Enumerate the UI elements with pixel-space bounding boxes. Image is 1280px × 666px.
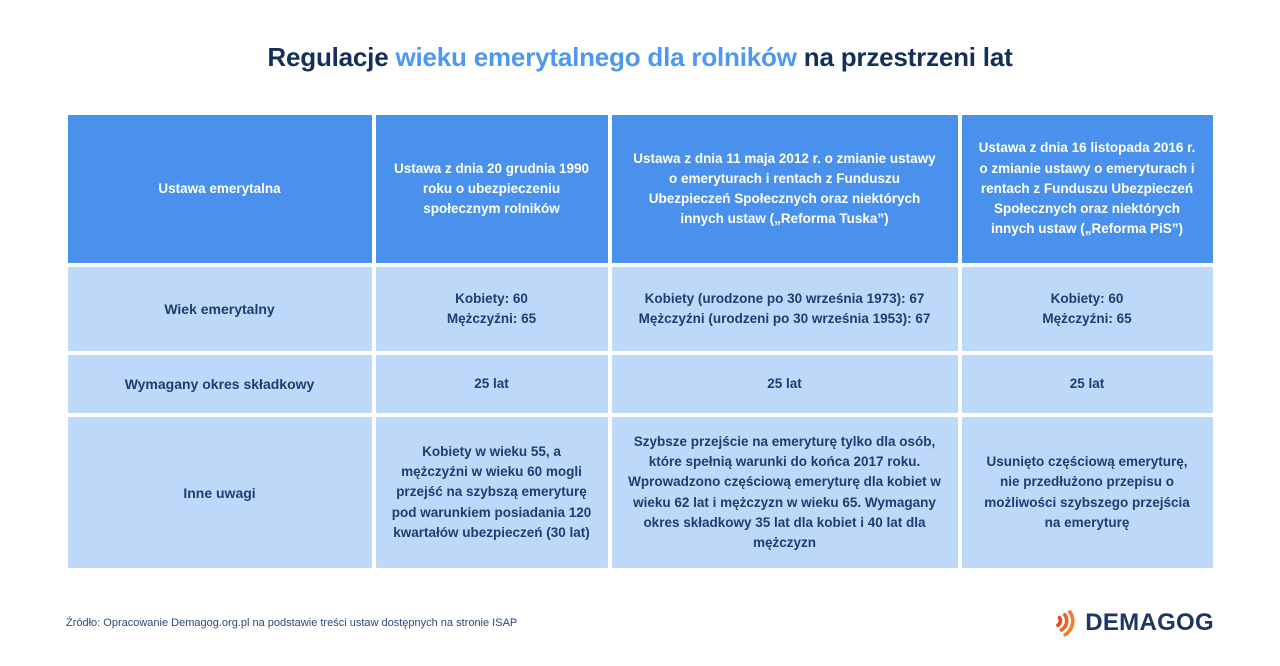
cell-uwagi-1990: Kobiety w wieku 55, a mężczyźni w wieku …	[375, 417, 608, 568]
title-part-dark-2: na przestrzeni lat	[796, 42, 1013, 72]
cell-okres-2016: 25 lat	[961, 355, 1213, 413]
row-label-inne-uwagi: Inne uwagi	[67, 417, 372, 568]
demagog-logo-text: DEMAGOG	[1085, 608, 1214, 636]
cell-uwagi-2016: Usunięto częściową emeryturę, nie przedł…	[961, 417, 1213, 568]
infographic-page: Regulacje wieku emerytalnego dla rolnikó…	[0, 42, 1280, 666]
demagog-sound-waves-icon	[1056, 610, 1075, 637]
cell-okres-1990: 25 lat	[375, 355, 608, 413]
pension-regulations-table: Ustawa emerytalna Ustawa z dnia 20 grudn…	[67, 115, 1213, 568]
title-part-dark-1: Regulacje	[267, 42, 389, 72]
cell-wiek-2012: Kobiety (urodzone po 30 września 1973): …	[611, 267, 958, 351]
row-label-okres-skladkowy: Wymagany okres składkowy	[67, 355, 372, 413]
cell-uwagi-2012: Szybsze przejście na emeryturę tylko dla…	[611, 417, 958, 568]
header-cell-ustawa-1990: Ustawa z dnia 20 grudnia 1990 roku o ube…	[375, 115, 608, 263]
source-note: Źródło: Opracowanie Demagog.org.pl na po…	[66, 616, 518, 629]
footer: Źródło: Opracowanie Demagog.org.pl na po…	[66, 608, 1214, 637]
row-label-wiek-emerytalny: Wiek emerytalny	[67, 267, 372, 351]
cell-wiek-1990: Kobiety: 60 Mężczyźni: 65	[375, 267, 608, 351]
header-cell-ustawa-emerytalna: Ustawa emerytalna	[67, 115, 372, 263]
cell-wiek-2016: Kobiety: 60 Mężczyźni: 65	[961, 267, 1213, 351]
header-cell-ustawa-2016: Ustawa z dnia 16 listopada 2016 r. o zmi…	[961, 115, 1213, 263]
cell-okres-2012: 25 lat	[611, 355, 958, 413]
title-part-accent: wieku emerytalnego dla rolników	[388, 42, 797, 72]
header-cell-ustawa-2012: Ustawa z dnia 11 maja 2012 r. o zmianie …	[611, 115, 958, 263]
page-title: Regulacje wieku emerytalnego dla rolnikó…	[0, 42, 1280, 72]
demagog-logo: DEMAGOG	[1053, 608, 1214, 637]
